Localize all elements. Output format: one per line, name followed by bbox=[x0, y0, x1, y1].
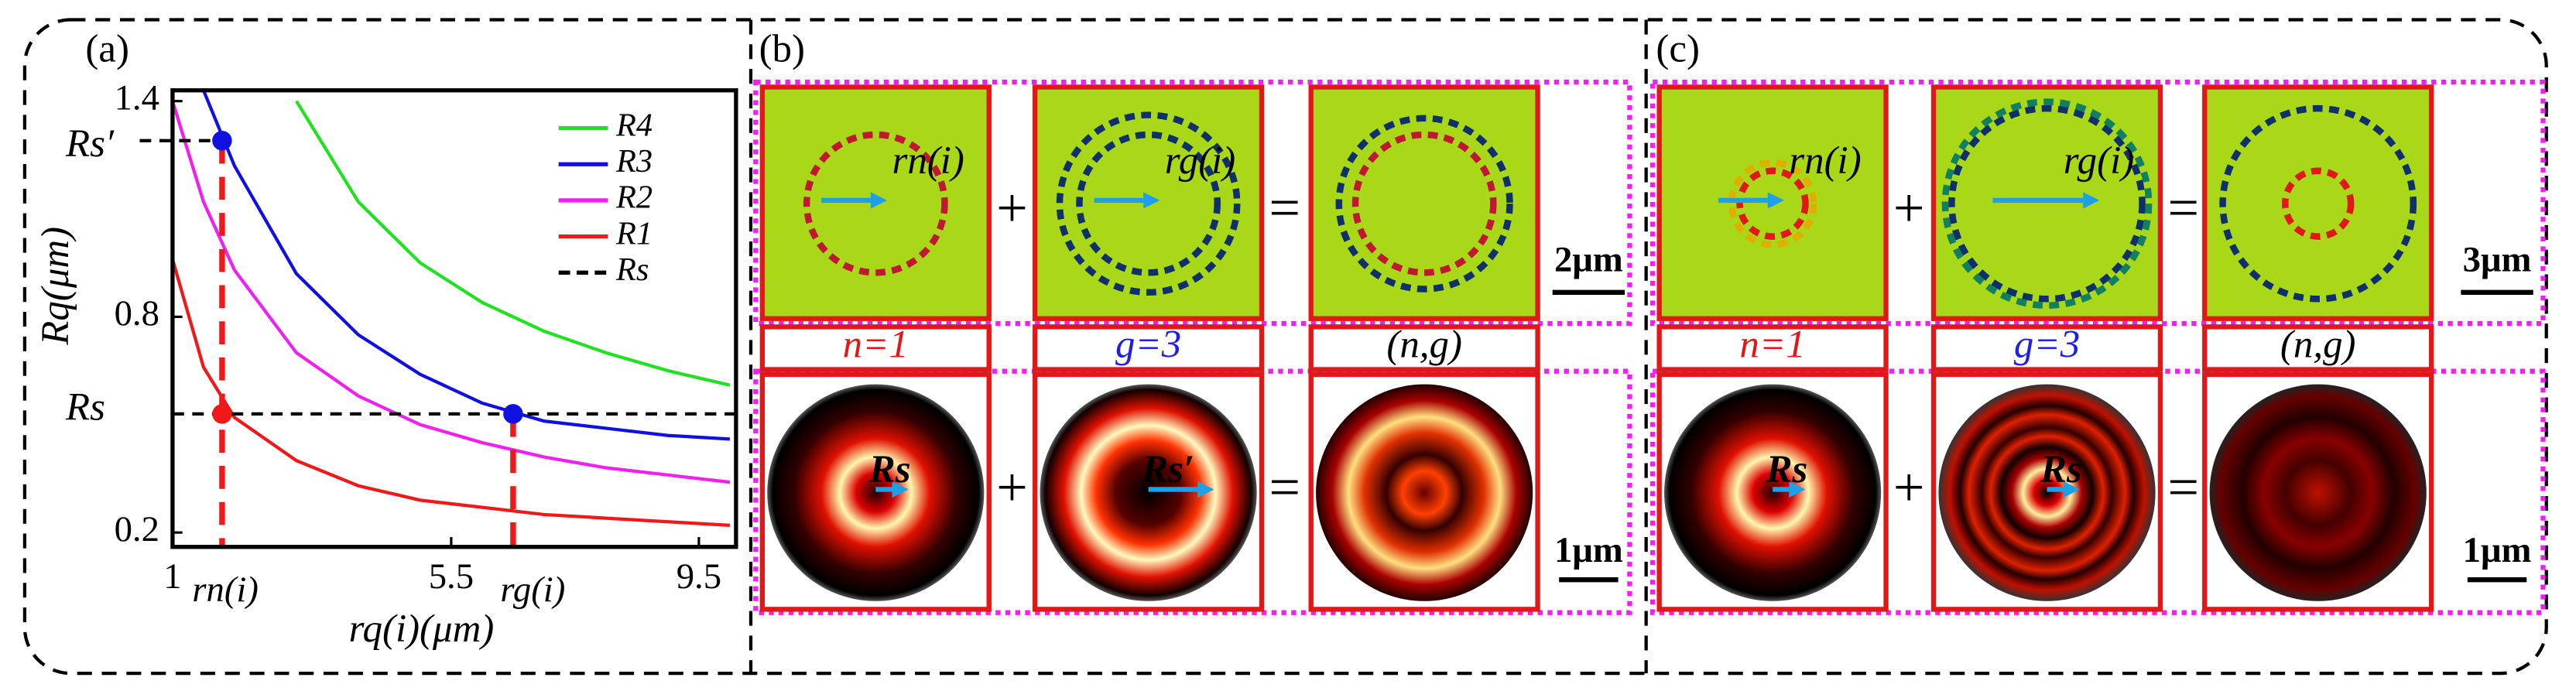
series-line bbox=[172, 101, 731, 484]
legend-label: R1 bbox=[615, 215, 653, 251]
operator: + bbox=[1893, 176, 1925, 238]
ring bbox=[1736, 167, 1809, 240]
caption-box bbox=[2202, 324, 2434, 372]
beam bbox=[767, 384, 985, 601]
annotation: rg(i) bbox=[500, 570, 565, 610]
y-tick-label: 0.8 bbox=[115, 293, 159, 334]
ring bbox=[1351, 131, 1497, 276]
ring bbox=[1076, 131, 1221, 276]
caption: g=3 bbox=[2014, 323, 2080, 367]
series-line bbox=[295, 100, 731, 387]
image-top bbox=[2202, 84, 2434, 321]
annotation: rn(i) bbox=[892, 139, 964, 183]
series-line bbox=[201, 90, 731, 441]
operator: = bbox=[2167, 456, 2199, 518]
beam bbox=[1664, 384, 1882, 601]
operator: = bbox=[1269, 456, 1300, 518]
x-axis-label: rq(i)(μm) bbox=[349, 607, 495, 651]
image-panels: n=1 g=3 (n,g) rn(i) Rs rg(i) Rs′ + + = = 2μm 1μm n=1 g… bbox=[753, 79, 2546, 615]
legend-label: R2 bbox=[615, 180, 653, 216]
caption-box bbox=[759, 324, 992, 372]
arrow-head bbox=[2063, 481, 2080, 498]
scale-label: 3μm bbox=[2463, 239, 2532, 279]
axes-frame bbox=[170, 88, 738, 549]
x-tick-label: 5.5 bbox=[429, 556, 474, 597]
operator: = bbox=[2167, 176, 2199, 238]
annotation: Rs′ bbox=[1141, 448, 1194, 491]
ring bbox=[1948, 104, 2146, 303]
arrow-head bbox=[870, 192, 888, 209]
caption-box bbox=[1656, 324, 1889, 372]
panel-label: (c) bbox=[1656, 28, 1700, 71]
annotation: Rs′ bbox=[65, 122, 115, 166]
point bbox=[503, 404, 523, 424]
annotation: rg(i) bbox=[2064, 139, 2134, 183]
scale-label: 1μm bbox=[2463, 530, 2532, 570]
x-tick-label: 1 bbox=[163, 556, 181, 597]
caption-box bbox=[1308, 324, 1540, 372]
ring bbox=[2282, 167, 2355, 240]
annotation: Rs bbox=[2040, 448, 2082, 491]
y-tick-label: 1.4 bbox=[115, 77, 159, 118]
annotation: rn(i) bbox=[192, 570, 259, 610]
operator: = bbox=[1269, 176, 1300, 238]
row-frame bbox=[1649, 79, 2546, 327]
caption: n=1 bbox=[843, 323, 909, 367]
y-tick-label: 0.2 bbox=[115, 509, 159, 549]
annotation: rg(i) bbox=[1165, 139, 1235, 183]
annotation: Rs bbox=[1766, 448, 1808, 491]
image-top bbox=[1308, 84, 1540, 321]
arrow-head bbox=[1767, 192, 1784, 209]
outer-frame bbox=[22, 18, 2548, 676]
ring bbox=[803, 131, 948, 276]
legend-label: Rs bbox=[615, 251, 649, 288]
caption-box bbox=[1032, 324, 1265, 372]
panel-label: (b) bbox=[759, 28, 805, 71]
annotation: Rs bbox=[65, 385, 105, 429]
beam bbox=[2209, 384, 2427, 601]
arrow-head bbox=[892, 481, 909, 498]
operator: + bbox=[1893, 456, 1925, 518]
arrow-head bbox=[2083, 192, 2100, 209]
caption-box bbox=[1930, 324, 2163, 372]
legend-label: R3 bbox=[615, 143, 653, 180]
annotation: rn(i) bbox=[1789, 139, 1861, 183]
legend-label: R4 bbox=[615, 107, 653, 143]
plot: 0.2 0.8 1.4 1 5.5 9.5 Rs Rs′ rn(i) rg(i)rq(i)(μm)… bbox=[34, 77, 738, 651]
scale-label: 2μm bbox=[1554, 239, 1623, 279]
ring bbox=[2219, 104, 2417, 303]
operator: + bbox=[996, 456, 1028, 518]
operator: + bbox=[996, 176, 1028, 238]
beam bbox=[1040, 384, 1257, 601]
beam bbox=[1316, 384, 1533, 601]
annotation: Rs bbox=[868, 448, 911, 491]
row-frame bbox=[753, 79, 1632, 327]
arrow-head bbox=[1197, 481, 1214, 498]
x-tick-label: 9.5 bbox=[677, 556, 721, 597]
point bbox=[212, 131, 232, 151]
scale-label: 1μm bbox=[1554, 530, 1623, 570]
arrow-head bbox=[1143, 192, 1160, 209]
caption: g=3 bbox=[1115, 323, 1181, 367]
y-axis-label: Rq(μm) bbox=[34, 227, 77, 346]
panel-label: (a) bbox=[85, 28, 129, 71]
point bbox=[212, 404, 232, 424]
caption: (n,g) bbox=[2280, 323, 2356, 367]
caption: n=1 bbox=[1739, 323, 1805, 367]
arrow-head bbox=[1789, 481, 1806, 498]
caption: (n,g) bbox=[1386, 323, 1462, 367]
beam bbox=[1938, 384, 2156, 601]
